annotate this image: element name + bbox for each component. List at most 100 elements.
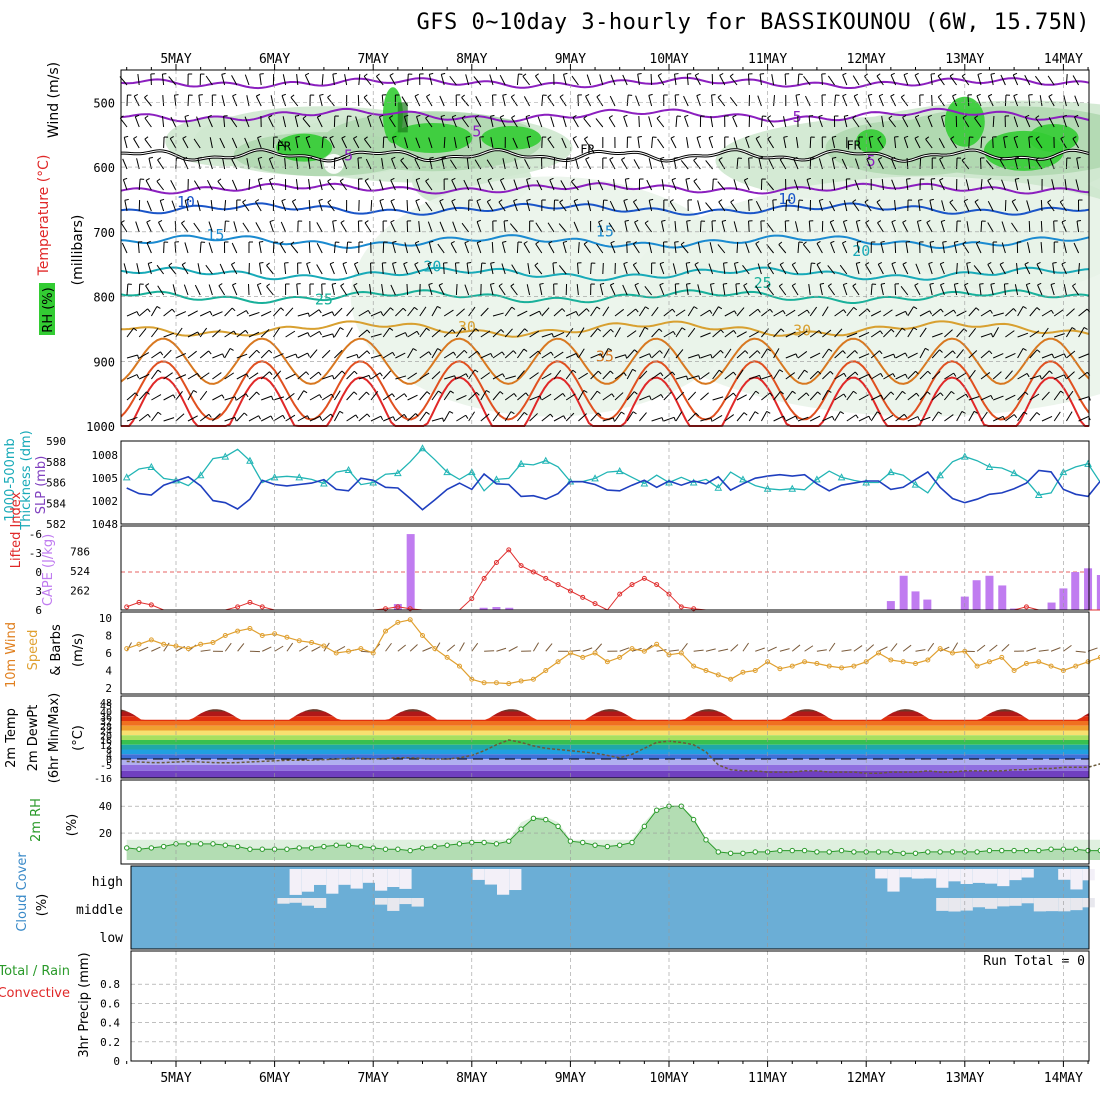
wind-barb xyxy=(669,201,677,212)
wind-barb-flag xyxy=(1061,261,1066,265)
wind-barb xyxy=(626,330,637,338)
cloud-middle-cell xyxy=(1070,898,1083,911)
wind-barb xyxy=(456,308,465,317)
wind-barb xyxy=(282,116,287,128)
wind-barb xyxy=(258,242,262,254)
wind-barb xyxy=(1011,222,1019,233)
wind-barb-flag xyxy=(329,261,335,265)
wind-barb-flag xyxy=(623,114,628,118)
thickness-line xyxy=(126,447,1100,496)
wind-barb xyxy=(272,327,280,338)
wind-barb xyxy=(419,391,428,401)
wind-barb xyxy=(855,221,860,233)
cape-bar xyxy=(886,601,895,610)
wind-barb xyxy=(208,242,213,254)
wind-barb xyxy=(170,116,177,128)
wind-barb xyxy=(443,329,453,338)
wind-barb xyxy=(475,96,482,107)
wind-barb-flag xyxy=(147,413,151,418)
wind-barb xyxy=(562,242,567,254)
wind-barb xyxy=(980,220,983,233)
wind-barb-flag xyxy=(1013,93,1018,97)
li-tick: 6 xyxy=(35,604,42,617)
wind-barb xyxy=(232,284,238,296)
temp-band xyxy=(121,711,1089,720)
surface-wind-barb xyxy=(335,645,346,652)
rh-marker xyxy=(395,846,401,852)
wind-barb xyxy=(353,285,360,296)
wind-barb xyxy=(736,412,745,422)
wind-barb xyxy=(476,221,482,233)
wind-barb xyxy=(877,159,884,170)
wind-barb-flag xyxy=(877,136,882,140)
rh-marker xyxy=(308,845,315,851)
wind-barb-flag xyxy=(905,311,908,316)
wind-barb xyxy=(175,374,187,380)
wind-barb xyxy=(590,353,601,359)
wind-barb xyxy=(931,308,942,317)
wind-barb-flag xyxy=(414,156,419,160)
wind-barb xyxy=(187,372,198,380)
wind-barb xyxy=(1041,370,1050,380)
wind-barb xyxy=(231,137,238,149)
cloud-middle-cell xyxy=(289,898,302,903)
wind-barb xyxy=(407,394,418,401)
wind-barb xyxy=(321,413,332,422)
wind-barb-flag xyxy=(876,199,881,203)
wind-barb xyxy=(407,348,414,359)
wind-barb xyxy=(270,95,274,107)
wind-barb xyxy=(199,372,210,380)
cape-bar xyxy=(911,591,920,610)
rh-marker xyxy=(715,849,721,855)
wind-barb xyxy=(613,179,616,191)
surface-wind-barb xyxy=(705,648,716,652)
rh-marker xyxy=(900,850,906,856)
wind-barb xyxy=(870,411,878,422)
wind-barb-flag xyxy=(404,114,409,117)
wind-barb xyxy=(1028,137,1031,149)
isotherm-line xyxy=(120,337,1090,385)
wind-barb xyxy=(378,116,384,128)
wind-barb-flag xyxy=(1023,411,1028,415)
wind-barb-flag xyxy=(755,241,760,244)
wind-barb-flag xyxy=(976,93,981,97)
wind-barb xyxy=(175,413,185,422)
wind-barb xyxy=(755,200,762,212)
wind-barb xyxy=(1005,308,1014,317)
rh-marker xyxy=(653,807,660,813)
axis-label-10m-wind: 10m Wind xyxy=(4,622,19,688)
wind-barb xyxy=(309,415,321,422)
wind-barb-flag xyxy=(414,306,418,311)
wind-barb-flag xyxy=(961,157,966,161)
wind-barb-flag xyxy=(364,136,368,140)
surface-wind-barb xyxy=(619,647,630,652)
wind-barb-flag xyxy=(271,395,274,401)
wind-barb xyxy=(452,221,457,233)
wind-barb-flag xyxy=(575,311,579,316)
wind-speed-marker xyxy=(592,650,598,656)
wind-barb-flag xyxy=(718,369,723,373)
cloud-middle-cell xyxy=(387,898,400,911)
wind-barb xyxy=(596,243,604,254)
surface-wind-barb xyxy=(767,646,777,652)
wind-barb xyxy=(415,200,421,212)
wind-barb xyxy=(930,179,933,191)
temp-band xyxy=(121,749,1089,755)
wind-barb-flag xyxy=(925,136,930,140)
wind-barb-flag xyxy=(451,198,456,202)
wind-barb xyxy=(558,265,567,275)
wind-barb-flag xyxy=(353,282,358,286)
wind-barb xyxy=(590,306,598,317)
wind-speed-marker xyxy=(456,663,462,669)
wind-barb xyxy=(541,94,544,107)
wind-barb xyxy=(443,411,450,422)
wind-barb xyxy=(674,221,677,233)
wind-barb-flag xyxy=(1050,282,1055,285)
wind-barb-flag xyxy=(686,283,691,285)
wind-speed-marker xyxy=(555,659,561,665)
wind-barb-flag xyxy=(222,353,225,358)
wind-barb xyxy=(184,242,189,254)
slp-tick: 1048 xyxy=(92,518,119,531)
wind-barb xyxy=(626,94,629,107)
wind-barb-flag xyxy=(879,330,883,335)
